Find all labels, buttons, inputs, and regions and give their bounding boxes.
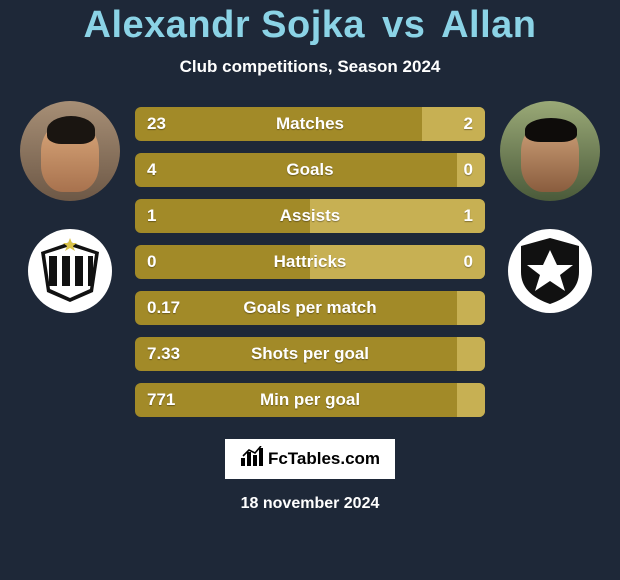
player-portrait-right-icon bbox=[500, 101, 600, 201]
stat-right-fill bbox=[457, 337, 485, 371]
subtitle: Club competitions, Season 2024 bbox=[180, 57, 441, 77]
fctables-brand: FcTables.com bbox=[225, 439, 395, 479]
stat-right-value: 1 bbox=[423, 206, 485, 226]
vs-label: vs bbox=[382, 4, 425, 46]
stat-label: Min per goal bbox=[197, 390, 423, 410]
stat-left-value: 7.33 bbox=[135, 344, 197, 364]
stat-label: Hattricks bbox=[197, 252, 423, 272]
stat-left-value: 23 bbox=[135, 114, 197, 134]
crest-botafogo-icon bbox=[508, 229, 592, 313]
stats-bars: 23Matches24Goals01Assists10Hattricks00.1… bbox=[135, 107, 485, 417]
brand-name: FcTables.com bbox=[268, 449, 380, 469]
stat-right-value: 0 bbox=[423, 252, 485, 272]
stat-left-value: 4 bbox=[135, 160, 197, 180]
stat-label: Goals bbox=[197, 160, 423, 180]
stat-label: Goals per match bbox=[197, 298, 423, 318]
stat-left-value: 0.17 bbox=[135, 298, 197, 318]
stat-label: Assists bbox=[197, 206, 423, 226]
crest-atletico-mineiro-icon bbox=[28, 229, 112, 313]
stat-row: 1Assists1 bbox=[135, 199, 485, 233]
stat-left-value: 771 bbox=[135, 390, 197, 410]
stat-left-value: 0 bbox=[135, 252, 197, 272]
player2-name: Allan bbox=[441, 4, 536, 46]
fctables-bars-icon bbox=[240, 446, 264, 473]
stat-row: 4Goals0 bbox=[135, 153, 485, 187]
snapshot-date: 18 november 2024 bbox=[241, 495, 380, 513]
stat-label: Matches bbox=[197, 114, 423, 134]
player-portrait-left-icon bbox=[20, 101, 120, 201]
stat-label: Shots per goal bbox=[197, 344, 423, 364]
stat-right-value: 0 bbox=[423, 160, 485, 180]
stat-row: 7.33Shots per goal bbox=[135, 337, 485, 371]
stat-row: 771Min per goal bbox=[135, 383, 485, 417]
stat-right-fill bbox=[457, 291, 485, 325]
stat-row: 23Matches2 bbox=[135, 107, 485, 141]
stat-left-value: 1 bbox=[135, 206, 197, 226]
comparison-title: Alexandr Sojka vs Allan bbox=[84, 4, 537, 47]
stat-right-fill bbox=[457, 383, 485, 417]
right-side-column bbox=[495, 101, 605, 313]
left-side-column bbox=[15, 101, 125, 313]
player1-name: Alexandr Sojka bbox=[84, 4, 366, 46]
stat-row: 0Hattricks0 bbox=[135, 245, 485, 279]
stat-right-value: 2 bbox=[423, 114, 485, 134]
stat-row: 0.17Goals per match bbox=[135, 291, 485, 325]
